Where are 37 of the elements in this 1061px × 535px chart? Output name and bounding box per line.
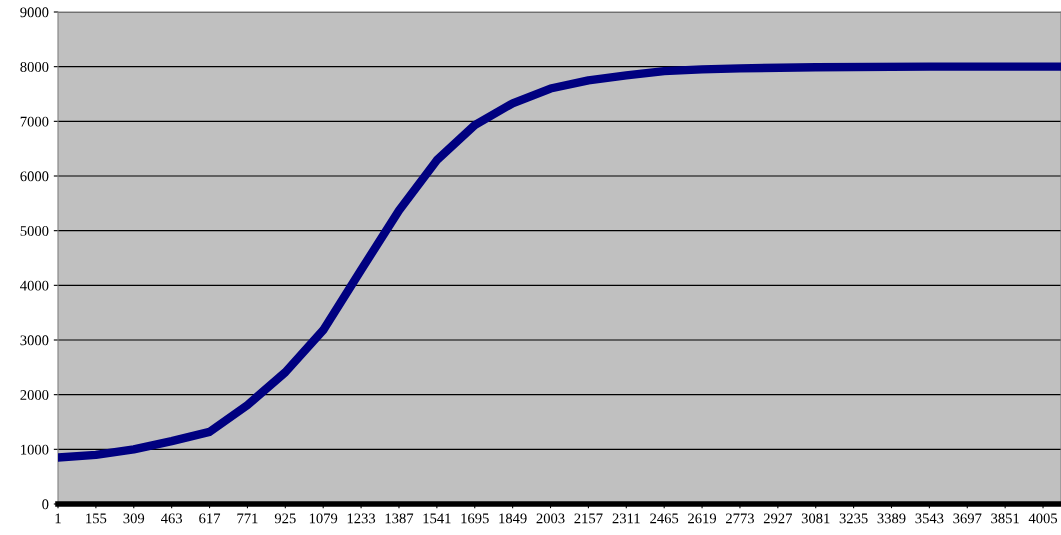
x-tick-label: 1695 xyxy=(461,513,489,524)
x-tick-label: 1849 xyxy=(499,513,527,524)
x-tick-label: 1 xyxy=(55,513,61,524)
x-tick-label: 1233 xyxy=(347,513,376,524)
y-tick-label: 9000 xyxy=(20,7,49,18)
x-tick-label: 2927 xyxy=(763,513,792,524)
x-tick-label: 2311 xyxy=(612,513,640,524)
x-tick-label: 309 xyxy=(123,513,145,524)
x-tick-label: 3235 xyxy=(839,513,868,524)
x-tick-label: 925 xyxy=(274,513,296,524)
x-tick-label: 3081 xyxy=(801,513,830,524)
y-tick-label: 7000 xyxy=(20,116,49,127)
x-tick-label: 1079 xyxy=(309,513,338,524)
y-tick-label: 0 xyxy=(42,499,49,510)
x-tick-label: 3389 xyxy=(877,513,906,524)
x-tick-label: 3697 xyxy=(953,513,982,524)
x-tick-label: 3543 xyxy=(915,513,944,524)
y-tick-label: 3000 xyxy=(20,335,49,346)
y-tick-label: 2000 xyxy=(20,390,49,400)
x-tick-label: 771 xyxy=(237,513,258,524)
y-tick-label: 5000 xyxy=(20,226,49,236)
x-tick-label: 2619 xyxy=(688,513,717,524)
x-tick-label: 2465 xyxy=(650,513,679,524)
y-tick-label: 8000 xyxy=(20,62,49,72)
y-tick-label: 1000 xyxy=(21,444,49,455)
y-tick-label: 4000 xyxy=(20,280,49,291)
x-tick-label: 1541 xyxy=(423,513,451,524)
x-tick-label: 3851 xyxy=(991,513,1019,524)
y-tick-label: 6000 xyxy=(20,171,49,182)
x-tick-label: 4005 xyxy=(1028,513,1058,524)
x-tick-label: 1387 xyxy=(385,513,414,524)
x-tick-label: 463 xyxy=(161,513,183,524)
x-tick-label: 617 xyxy=(199,513,221,524)
x-tick-label: 2773 xyxy=(726,513,754,524)
x-tick-label: 2157 xyxy=(574,513,603,524)
x-tick-label: 155 xyxy=(86,513,107,524)
x-tick-label: 2003 xyxy=(536,513,565,524)
